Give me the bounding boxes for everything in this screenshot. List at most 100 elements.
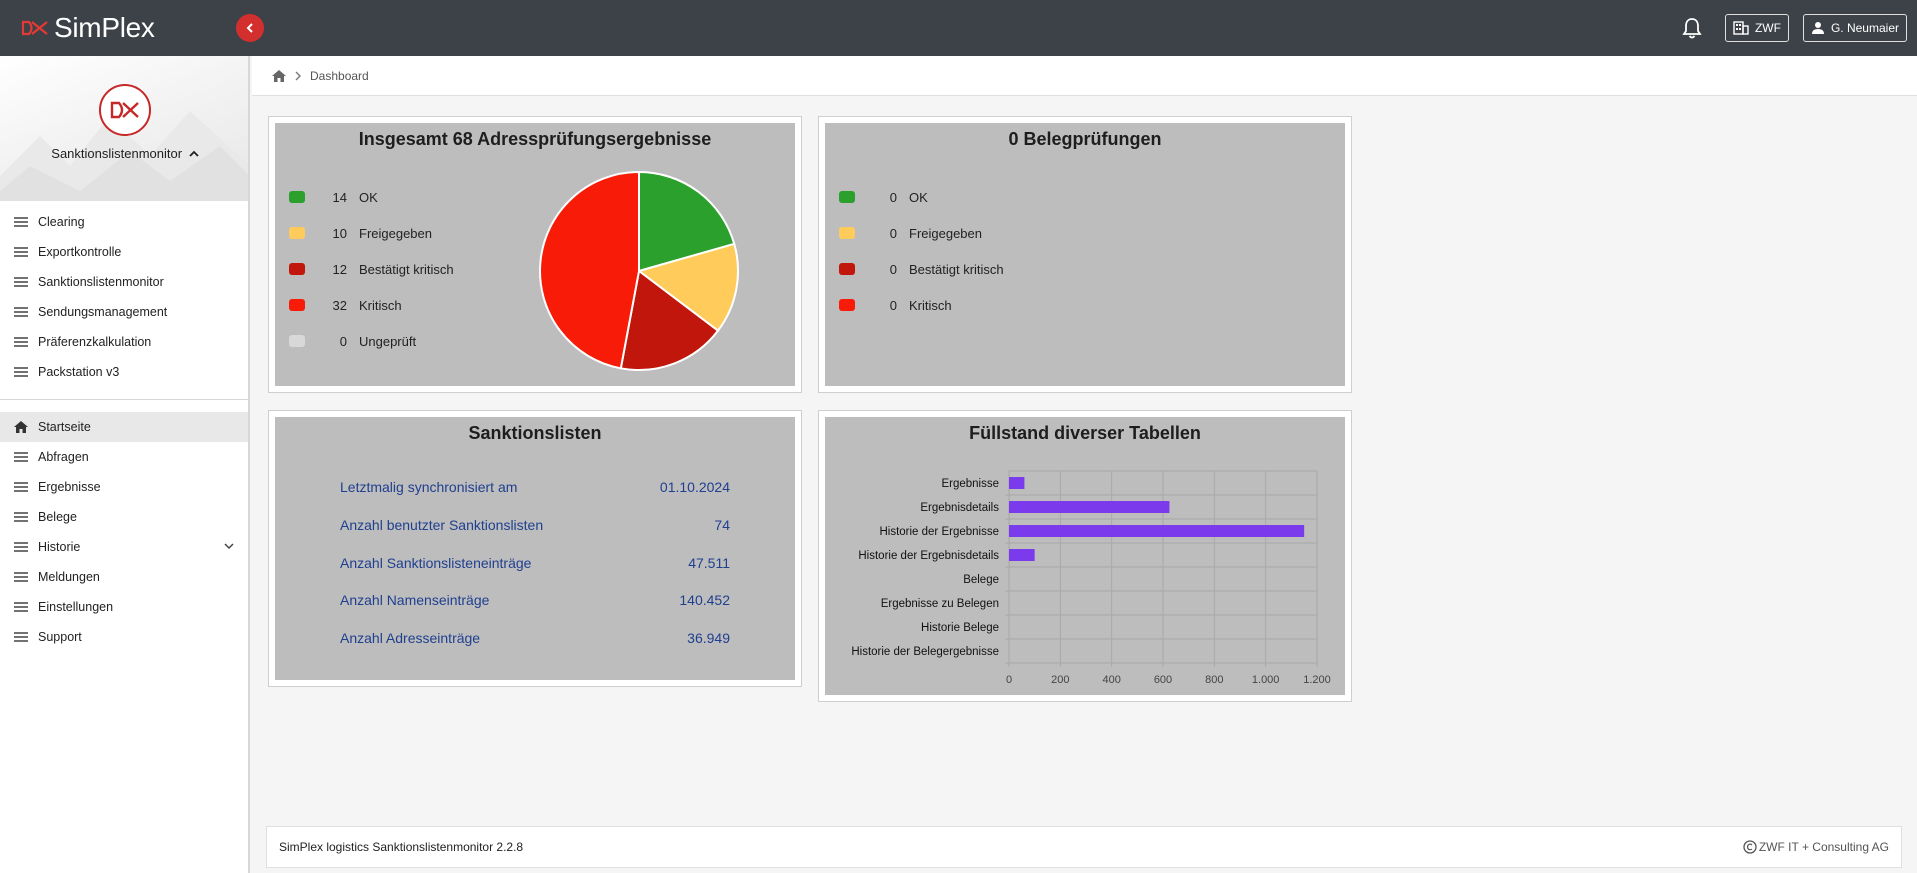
home-icon[interactable] [272,69,286,82]
x-tick-label: 0 [1006,674,1012,686]
address-pie-chart[interactable] [529,161,749,381]
breadcrumb-current: Dashboard [310,68,369,83]
mountain-background [0,111,248,201]
version-info: SimPlex logistics Sanktionslistenmonitor… [279,840,524,854]
collapse-sidebar-button[interactable] [236,14,264,42]
x-tick-label: 800 [1205,674,1223,686]
simplex-logo-icon [21,20,48,36]
stat-row: Anzahl Adresseinträge 36.949 [340,630,730,646]
stat-label: Anzahl Sanktionslisteneinträge [340,555,532,571]
brand[interactable]: SimPlex [20,12,236,44]
module-switcher[interactable]: Sanktionslistenmonitor [0,146,248,161]
legend-item: 0 OK [839,179,1004,215]
stat-row: Letztmalig synchronisiert am 01.10.2024 [340,479,730,495]
card-title: Füllstand diverser Tabellen [969,423,1201,443]
legend-item: 32 Kritisch [289,287,454,323]
legend-item: 0 Bestätigt kritisch [839,251,1004,287]
module-item-sendungsmanagement[interactable]: Sendungsmanagement [0,297,248,327]
legend-count: 0 [889,261,897,277]
nav-item-startseite[interactable]: Startseite [0,412,248,442]
stat-value: 74 [714,517,730,533]
notifications-button[interactable] [1679,15,1705,41]
module-label: Präferenzkalkulation [38,335,152,349]
module-profile: Sanktionslistenmonitor [0,56,248,201]
organization-button[interactable]: ZWF [1724,14,1789,42]
organization-label: ZWF [1754,21,1781,35]
y-category-label: Ergebnisse zu Belegen [881,598,999,610]
module-item-sanktionslistenmonitor[interactable]: Sanktionslistenmonitor [0,267,248,297]
menu-icon [14,541,28,553]
menu-icon [14,481,28,493]
legend-label: Kritisch [359,297,402,313]
legend-swatch [839,263,855,275]
menu-icon [14,571,28,583]
receipt-legend: 0 OK 0 Freigegeben 0 Bestätigt kritisch 0 Kr… [839,179,1004,323]
card-title: Sanktionslisten [468,423,602,443]
bar[interactable] [1009,477,1025,489]
nav-item-belege[interactable]: Belege [0,502,248,532]
nav-item-support[interactable]: Support [0,622,248,652]
stat-label: Letztmalig synchronisiert am [340,479,518,495]
legend-swatch [289,299,305,311]
menu-icon [14,276,28,288]
legend-swatch [839,299,855,311]
building-icon [1733,21,1749,35]
menu-icon [14,451,28,463]
stat-value: 01.10.2024 [659,479,730,495]
module-item-praeferenzkalkulation[interactable]: Präferenzkalkulation [0,327,248,357]
module-item-clearing[interactable]: Clearing [0,207,248,237]
legend-label: Bestätigt kritisch [909,261,1004,277]
nav-item-ergebnisse[interactable]: Ergebnisse [0,472,248,502]
bar[interactable] [1009,501,1170,513]
table-fill-card: Füllstand diverser Tabellen 0 200 400 600 80… [818,410,1352,702]
pie-slice-freigegeben[interactable] [636,242,739,333]
nav-label: Support [38,630,82,644]
nav-label: Ergebnisse [38,480,101,494]
nav-item-historie[interactable]: Historie [0,532,248,562]
address-results-card: Insgesamt 68 Adressprüfungsergebnisse 14… [268,116,802,393]
legend-swatch [289,263,305,275]
sidebar: Sanktionslistenmonitor Clearing Exportko… [0,56,250,873]
module-item-packstation[interactable]: Packstation v3 [0,357,248,387]
nav-item-abfragen[interactable]: Abfragen [0,442,248,472]
stat-value: 140.452 [679,592,730,608]
legend-label: OK [359,189,378,205]
receipt-checks-card: 0 Belegprüfungen 0 OK 0 Freigegeben 0 Bestä… [818,116,1352,393]
chevron-down-icon[interactable] [224,542,234,550]
module-label: Sendungsmanagement [38,305,168,319]
page-nav: Startseite Abfragen Ergebnisse Belege Hi… [0,412,248,652]
module-label: Sanktionslistenmonitor [38,275,164,289]
legend-label: Bestätigt kritisch [359,261,454,277]
legend-item: 0 Ungeprüft [289,323,454,359]
menu-icon [14,246,28,258]
app-name: SimPlex [54,12,155,43]
pie-slice-ok[interactable] [638,170,736,273]
user-name: G. Neumaier [1830,21,1899,35]
module-item-exportkontrolle[interactable]: Exportkontrolle [0,237,248,267]
bar[interactable] [1009,525,1305,537]
copyright-icon [1743,840,1757,854]
x-tick-label: 400 [1102,674,1120,686]
nav-item-meldungen[interactable]: Meldungen [0,562,248,592]
nav-item-einstellungen[interactable]: Einstellungen [0,592,248,622]
pie-slice-bestätigt-kritisch[interactable] [619,269,720,371]
y-category-label: Ergebnisdetails [920,502,999,514]
legend-count: 14 [332,189,347,205]
card-title: 0 Belegprüfungen [1008,129,1162,149]
legend-count: 0 [889,225,897,241]
bell-icon [1682,18,1702,39]
bar[interactable] [1009,549,1035,561]
nav-label: Meldungen [38,570,100,584]
legend-count: 32 [332,297,347,313]
breadcrumb: Dashboard [252,56,1917,96]
nav-label: Historie [38,540,81,554]
nav-label: Startseite [38,420,91,434]
legend-item: 12 Bestätigt kritisch [289,251,454,287]
sanction-lists-card: Sanktionslisten Letztmalig synchronisier… [268,410,802,687]
chevron-right-icon [295,71,301,80]
pie-slice-kritisch[interactable] [539,170,640,370]
y-category-label: Belege [963,574,999,586]
user-menu-button[interactable]: G. Neumaier [1802,14,1907,42]
menu-icon [14,306,28,318]
y-category-label: Ergebnisse [941,478,999,490]
